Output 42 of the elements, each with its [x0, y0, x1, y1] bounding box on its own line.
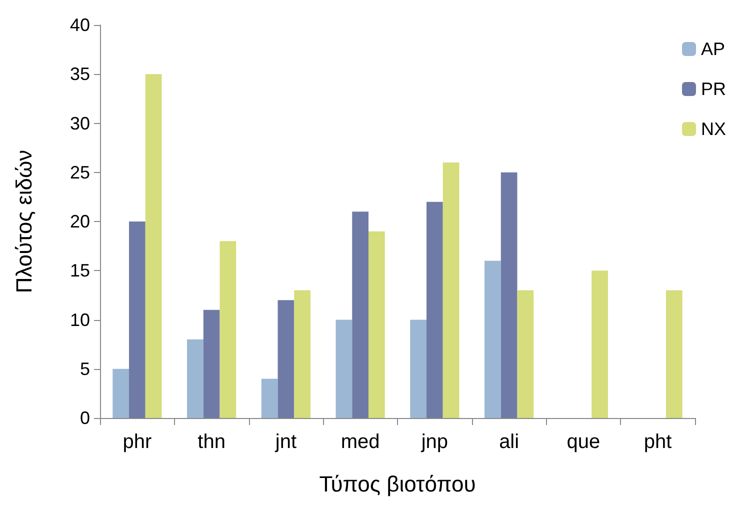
x-tick-label: que [566, 431, 600, 453]
legend-label: NX [700, 119, 726, 139]
x-tick-label: jnt [274, 431, 297, 453]
y-tick-label: 0 [80, 408, 90, 428]
x-tick-label: phr [122, 431, 152, 453]
bar [368, 231, 385, 418]
y-tick-label: 15 [70, 260, 90, 281]
bar [129, 222, 146, 418]
bar [187, 339, 204, 418]
bar [484, 260, 501, 418]
y-tick-label: 5 [80, 358, 90, 379]
y-tick-label: 40 [70, 15, 90, 35]
bar [278, 300, 294, 418]
legend-label: AP [700, 39, 726, 59]
y-tick-label: 35 [70, 64, 90, 84]
bar [666, 290, 682, 418]
x-tick-label: thn [198, 431, 226, 453]
y-tick-label: 30 [70, 113, 90, 134]
bar [500, 172, 518, 418]
bar [410, 320, 427, 418]
bar [220, 241, 236, 418]
bar [352, 212, 368, 418]
bar [336, 320, 352, 418]
y-tick-label: 20 [70, 212, 90, 232]
bar [517, 290, 534, 418]
x-tick-label: med [340, 431, 380, 453]
bar [203, 310, 220, 418]
bar [426, 202, 443, 418]
x-axis-title: Τύπος βιοτόπου [319, 472, 476, 496]
bar [592, 270, 608, 418]
y-axis-title: Πλούτος ειδών [12, 150, 36, 294]
bar [294, 290, 310, 418]
x-tick-label: jnp [420, 431, 448, 453]
legend-label: PR [700, 79, 726, 99]
bar [442, 162, 460, 418]
y-tick-label: 10 [70, 310, 90, 330]
bar [261, 378, 278, 418]
y-tick-label: 25 [70, 162, 90, 182]
x-tick-label: pht [644, 431, 672, 453]
bar [145, 74, 162, 418]
x-tick-label: ali [499, 431, 520, 453]
bar [112, 368, 130, 418]
